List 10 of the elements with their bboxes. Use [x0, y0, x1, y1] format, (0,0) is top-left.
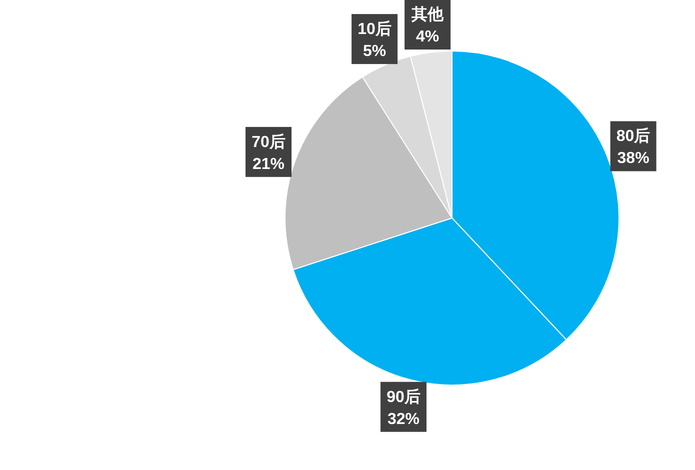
data-label: 5%: [362, 43, 386, 60]
data-label: 32%: [387, 410, 420, 428]
slice-label: 10后: [358, 20, 392, 38]
data-label: 21%: [252, 156, 285, 173]
slice-label: 80后: [616, 127, 650, 146]
slice-label: 其他: [410, 6, 445, 24]
slice-label: 70后: [252, 132, 286, 151]
slice-label: 90后: [386, 388, 420, 406]
data-label: 38%: [617, 150, 650, 168]
data-label: 4%: [416, 28, 440, 46]
